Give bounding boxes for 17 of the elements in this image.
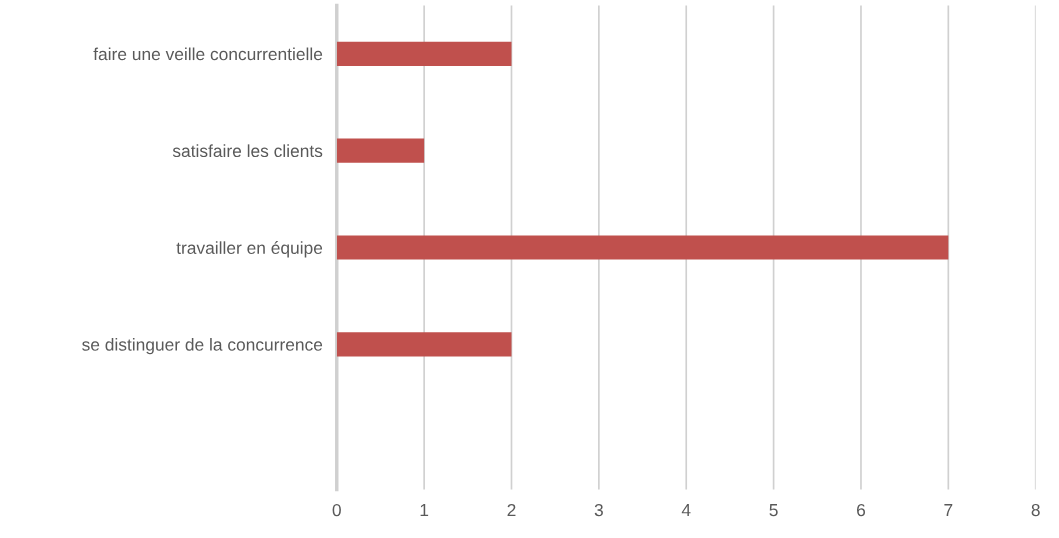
- x-tick-label: 0: [332, 503, 341, 517]
- y-tick-label: faire une veille concurrentielle: [93, 47, 323, 61]
- x-tick-label: 3: [594, 503, 603, 517]
- y-tick-label: travailler en équipe: [176, 241, 323, 258]
- y-tick-label: se distinguer de la concurrence: [82, 338, 323, 355]
- x-tick-label: 4: [681, 504, 691, 517]
- bar: [336, 138, 425, 163]
- bar: [336, 332, 512, 357]
- x-tick-label: 1: [420, 504, 429, 517]
- bar: [336, 41, 512, 66]
- bar: [336, 235, 949, 260]
- y-tick-label: satisfaire les clients: [172, 144, 323, 158]
- x-tick-label: 6: [857, 503, 866, 517]
- x-tick-label: 8: [1031, 503, 1040, 517]
- x-tick-label: 2: [507, 503, 516, 517]
- x-tick-label: 5: [769, 504, 778, 517]
- x-tick-label: 7: [944, 504, 953, 517]
